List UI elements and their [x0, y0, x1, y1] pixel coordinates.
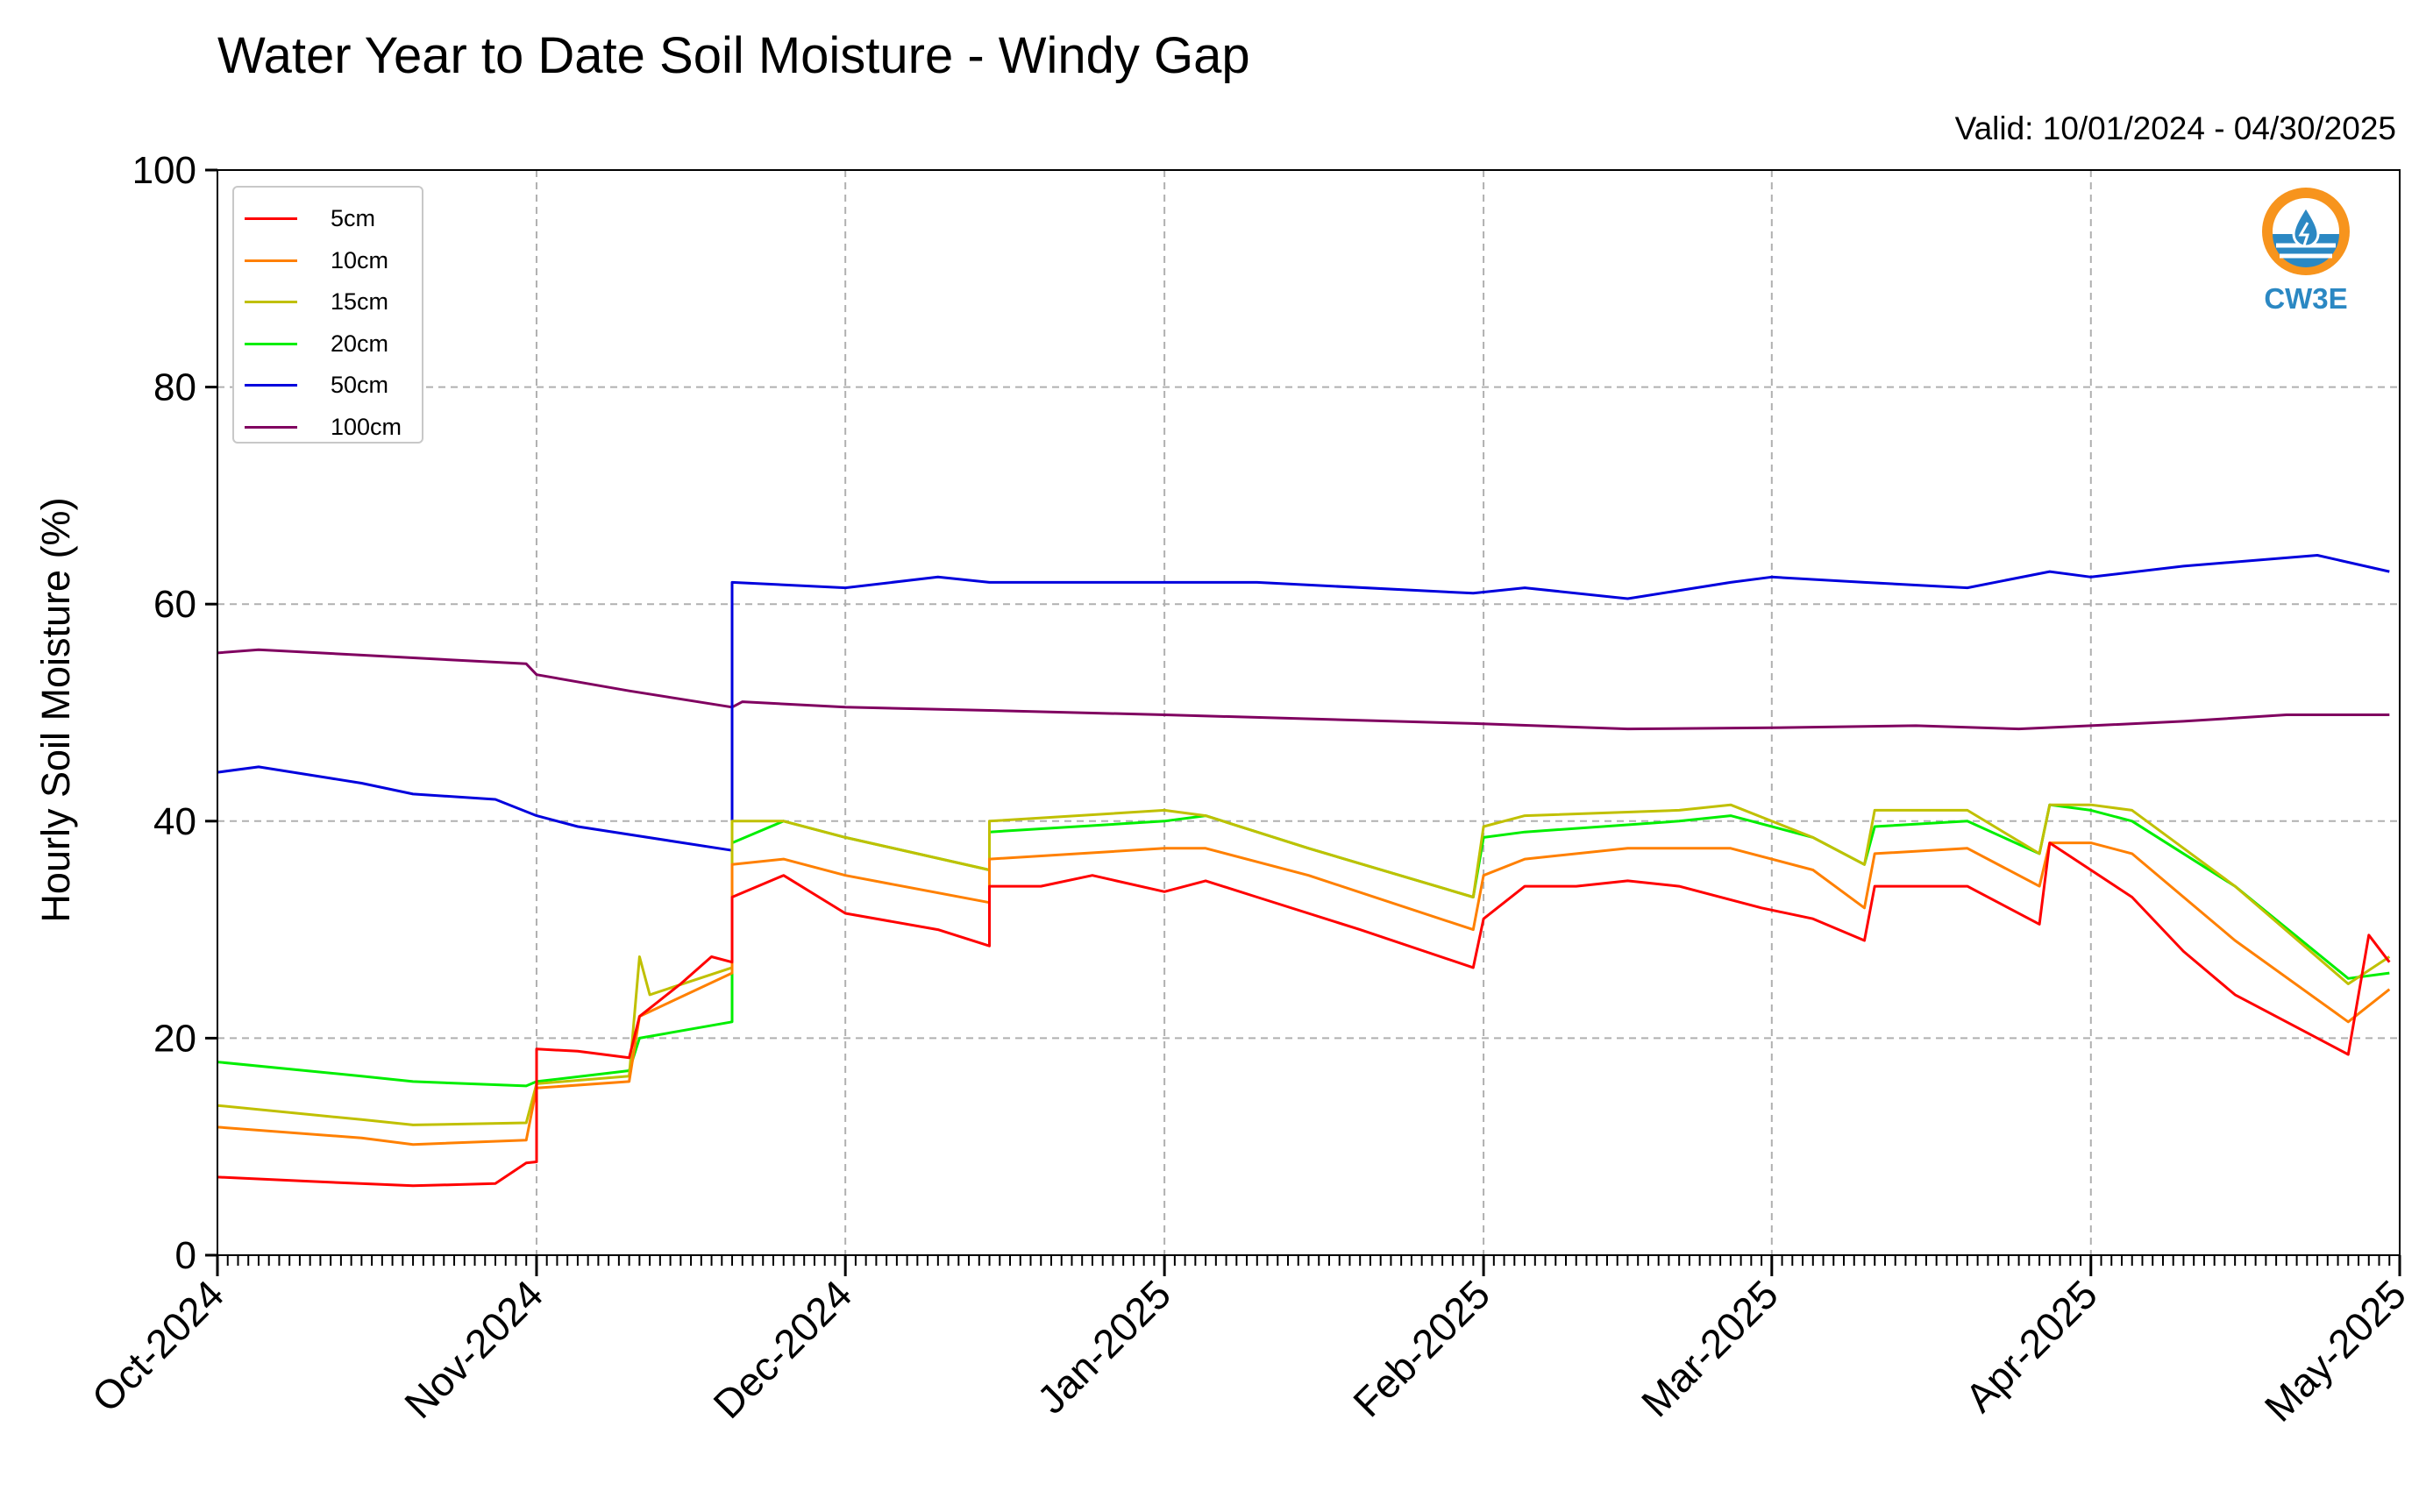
legend-item: 10cm	[245, 240, 411, 282]
x-tick-label: Jan-2025	[1028, 1271, 1179, 1422]
series-line-100cm	[217, 648, 2390, 731]
x-tick-label: May-2025	[2256, 1271, 2415, 1430]
axes: 0 20 40 60 80 100 Oct-2024 Nov-2024 Dec-2024 Jan-…	[83, 149, 2415, 1430]
legend-swatch	[245, 259, 297, 262]
y-tick-label: 0	[175, 1234, 196, 1277]
series-line-15cm	[217, 803, 2391, 1126]
legend-label: 10cm	[331, 246, 389, 273]
x-tick-label: Dec-2024	[704, 1271, 860, 1427]
chart-title: Water Year to Date Soil Moisture - Windy…	[217, 27, 1250, 84]
legend-swatch	[245, 425, 297, 429]
legend-label: 5cm	[331, 205, 376, 232]
legend-item: 5cm	[245, 198, 411, 240]
valid-date-range: Valid: 10/01/2024 - 04/30/2025	[1954, 110, 2396, 146]
legend-item: 20cm	[245, 323, 411, 366]
legend-swatch	[245, 217, 297, 221]
y-tick-label: 40	[153, 800, 196, 843]
y-tick-label: 80	[153, 366, 196, 409]
legend-label: 15cm	[331, 288, 389, 316]
grid-lines	[217, 169, 2401, 1256]
legend-swatch	[245, 384, 297, 387]
plot-frame	[217, 169, 2401, 1256]
legend-label: 50cm	[331, 372, 389, 399]
legend-label: 20cm	[331, 330, 389, 357]
legend-item: 15cm	[245, 281, 411, 323]
legend-label: 100cm	[331, 413, 402, 440]
legend-item: 50cm	[245, 365, 411, 407]
legend-swatch	[245, 342, 297, 345]
series-layer	[217, 554, 2391, 1188]
y-tick-label: 100	[132, 149, 196, 192]
y-tick-label: 60	[153, 583, 196, 626]
legend: 5cm 10cm 15cm 20cm 50cm 100cm	[232, 186, 423, 444]
x-tick-label: Feb-2025	[1344, 1271, 1498, 1425]
x-tick-label: Apr-2025	[1956, 1271, 2106, 1421]
cw3e-logo: CW3E	[2253, 186, 2358, 317]
y-tick-label: 20	[153, 1017, 196, 1060]
series-line-5cm	[217, 841, 2391, 1188]
series-line-10cm	[217, 841, 2391, 1146]
series-line-50cm	[217, 554, 2390, 852]
x-tick-label: Oct-2024	[83, 1271, 233, 1421]
cw3e-drop-icon	[2262, 188, 2350, 275]
x-tick-label: Mar-2025	[1633, 1271, 1787, 1425]
legend-swatch	[245, 301, 297, 304]
legend-item: 100cm	[245, 407, 411, 449]
x-tick-label: Nov-2024	[395, 1271, 551, 1427]
logo-text: CW3E	[2264, 282, 2348, 315]
